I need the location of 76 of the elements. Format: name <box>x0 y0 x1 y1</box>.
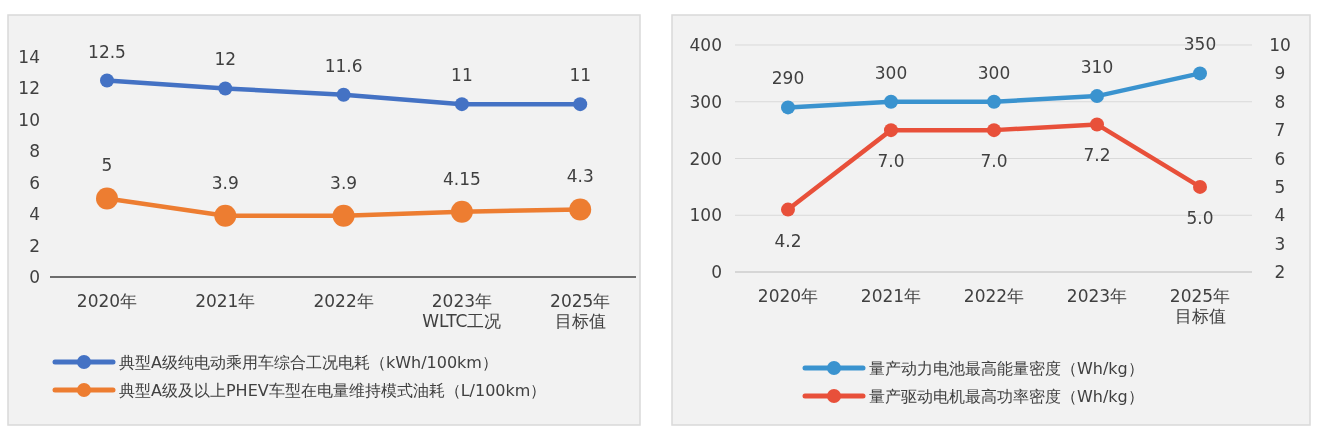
point <box>884 123 898 138</box>
data-label: 300 <box>977 62 1011 83</box>
y2-tick-label: 5 <box>1274 176 1286 197</box>
point <box>781 100 795 115</box>
data-label: 3.9 <box>211 172 239 193</box>
data-label: 4.3 <box>566 166 594 187</box>
data-label: 12 <box>214 49 237 70</box>
data-label: 11.6 <box>324 55 363 76</box>
data-label: 11 <box>569 65 592 86</box>
y-tick-label: 100 <box>689 205 722 226</box>
data-label: 7.2 <box>1083 145 1111 166</box>
data-label: 4.2 <box>774 230 802 251</box>
x-tick-label: 2025年目标值 <box>550 291 611 331</box>
legend-label: 典型A级及以上PHEV车型在电量维持模式油耗（L/100km） <box>119 381 547 400</box>
point <box>96 187 118 210</box>
x-tick-label: 2021年 <box>195 291 256 311</box>
y2-tick-label: 4 <box>1274 205 1286 226</box>
x-tick-label: 2022年 <box>313 291 374 311</box>
data-label: 7.0 <box>980 151 1008 172</box>
data-label: 12.5 <box>88 41 126 62</box>
y-tick-label: 4 <box>29 204 40 225</box>
y-tick-label: 6 <box>29 172 40 193</box>
point <box>332 204 355 227</box>
data-label: 5 <box>101 155 113 176</box>
y-tick-label: 400 <box>689 35 722 55</box>
point <box>336 87 351 102</box>
y-tick-label: 8 <box>29 141 40 162</box>
data-label: 310 <box>1080 57 1114 78</box>
point <box>569 198 592 221</box>
x-tick-label: 2023年 <box>1066 286 1128 306</box>
point <box>218 81 233 96</box>
point <box>781 202 795 217</box>
y-tick-label: 200 <box>689 148 722 169</box>
y2-tick-label: 7 <box>1274 120 1286 141</box>
y-tick-label: 12 <box>18 78 40 99</box>
y2-tick-label: 6 <box>1274 148 1286 169</box>
data-label: 300 <box>874 62 908 83</box>
data-label: 3.9 <box>330 172 358 193</box>
legend-label: 典型A级纯电动乘用车综合工况电耗（kWh/100km） <box>119 353 498 372</box>
y2-tick-label: 3 <box>1274 233 1286 254</box>
y2-tick-label: 10 <box>1269 35 1291 55</box>
point <box>100 73 114 88</box>
point <box>1193 66 1207 81</box>
y-tick-label: 0 <box>29 267 40 287</box>
point <box>214 204 237 227</box>
data-label: 7.0 <box>877 151 905 172</box>
point <box>1193 179 1207 194</box>
legend-label: 量产驱动电机最高功率密度（Wh/kg） <box>869 387 1144 406</box>
data-label: 11 <box>451 65 473 86</box>
y-tick-label: 300 <box>689 91 722 112</box>
y-tick-label: 10 <box>18 109 40 130</box>
y2-tick-label: 2 <box>1274 262 1286 282</box>
data-label: 290 <box>771 68 805 89</box>
point <box>987 123 1001 138</box>
point <box>454 97 469 112</box>
y-tick-label: 14 <box>18 47 40 67</box>
point <box>573 97 588 112</box>
y-tick-label: 0 <box>711 262 722 282</box>
data-label: 5.0 <box>1186 207 1214 228</box>
x-tick-label: 2022年 <box>963 286 1025 306</box>
point <box>1090 117 1104 132</box>
point <box>450 200 473 223</box>
x-tick-label: 2025年目标值 <box>1169 286 1231 326</box>
x-tick-label: 2023年WLTC工况 <box>422 291 502 331</box>
point <box>1090 89 1104 104</box>
x-tick-label: 2020年 <box>76 291 138 311</box>
data-label: 350 <box>1183 34 1217 55</box>
data-label: 4.15 <box>442 168 481 189</box>
legend-label: 量产动力电池最高能量密度（Wh/kg） <box>869 359 1144 378</box>
point <box>987 94 1001 109</box>
y2-tick-label: 8 <box>1274 91 1286 112</box>
y-tick-label: 2 <box>29 235 40 256</box>
x-tick-label: 2020年 <box>757 286 819 306</box>
y2-tick-label: 9 <box>1274 63 1286 84</box>
point <box>884 94 898 109</box>
x-tick-label: 2021年 <box>860 286 922 306</box>
